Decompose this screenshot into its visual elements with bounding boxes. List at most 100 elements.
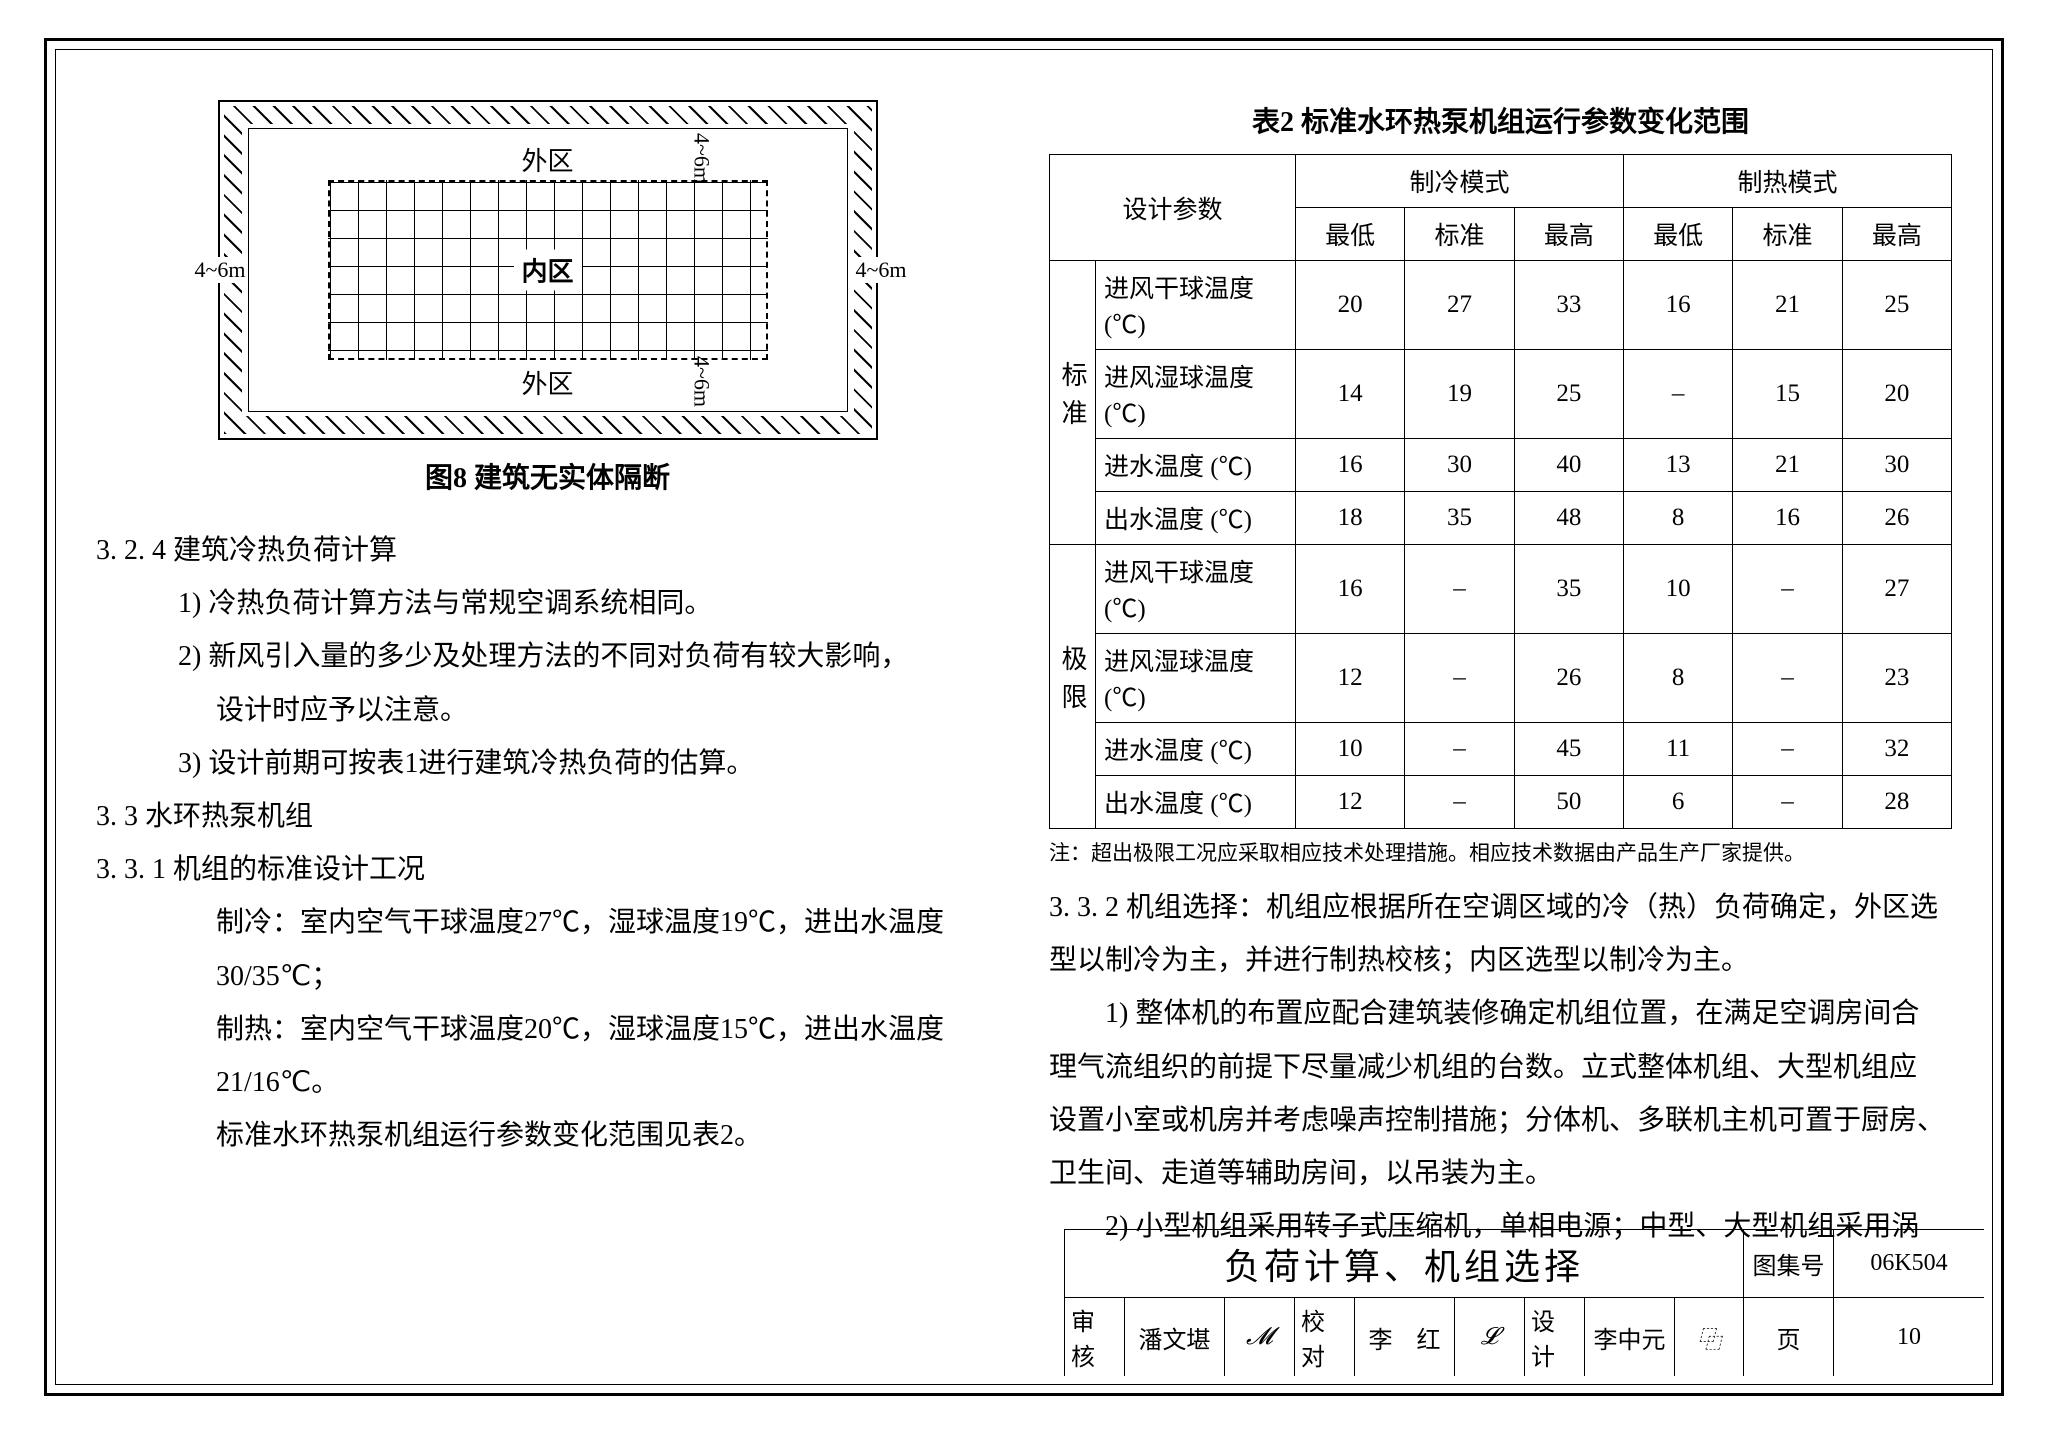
- design-label: 设计: [1525, 1298, 1585, 1376]
- sec-3-3-1: 3. 3. 1 机组的标准设计工况: [96, 843, 999, 896]
- cell: 21: [1733, 439, 1842, 492]
- table-row: 出水温度 (℃) 18 35 48 8 16 26: [1050, 492, 1952, 545]
- sec-3-3-2-1a: 1) 整体机的布置应配合建筑装修确定机组位置，在满足空调房间合: [1049, 987, 1952, 1040]
- table2: 设计参数 制冷模式 制热模式 最低 标准 最高 最低 标准 最高: [1049, 154, 1952, 829]
- cell: 28: [1842, 776, 1951, 829]
- page-label: 页: [1744, 1298, 1834, 1376]
- th-heat-std: 标准: [1733, 208, 1842, 261]
- th-cold-min: 最低: [1296, 208, 1405, 261]
- page: 外区 外区 4~6m 4~6m 4~6m 4~6m 内区 图8 建: [0, 0, 2048, 1440]
- cell: 33: [1514, 261, 1623, 350]
- row-label: 出水温度 (℃): [1096, 776, 1296, 829]
- cell: 45: [1514, 723, 1623, 776]
- cell: 21: [1733, 261, 1842, 350]
- cell: 12: [1296, 634, 1405, 723]
- dim-top: 4~6m: [687, 133, 717, 184]
- review-sign: 𝓜: [1225, 1298, 1295, 1376]
- cell: 15: [1733, 350, 1842, 439]
- group-std: 标准: [1050, 261, 1096, 545]
- outer-zone-label-top: 外区: [521, 141, 573, 178]
- outer-zone-label-bottom: 外区: [521, 364, 573, 401]
- th-cold-std: 标准: [1405, 208, 1514, 261]
- page-number: 10: [1834, 1298, 1984, 1376]
- left-column: 外区 外区 4~6m 4~6m 4~6m 4~6m 内区 图8 建: [96, 90, 999, 1264]
- cell: –: [1733, 776, 1842, 829]
- table-row: 极限 进风干球温度 (℃) 16 – 35 10 – 27: [1050, 545, 1952, 634]
- cell: 23: [1842, 634, 1951, 723]
- row-label: 进水温度 (℃): [1096, 439, 1296, 492]
- cell: 8: [1623, 492, 1732, 545]
- table-row: 进风湿球温度 (℃) 14 19 25 – 15 20: [1050, 350, 1952, 439]
- table-row: 出水温度 (℃) 12 – 50 6 – 28: [1050, 776, 1952, 829]
- design-sign: ⿻: [1675, 1298, 1744, 1376]
- row-label: 进水温度 (℃): [1096, 723, 1296, 776]
- th-heat-min: 最低: [1623, 208, 1732, 261]
- cell: –: [1405, 776, 1514, 829]
- cell: 25: [1514, 350, 1623, 439]
- inner-zone-label: 内区: [513, 250, 581, 291]
- sec-3-3-2-b: 型以制冷为主，并进行制热校核；内区选型以制冷为主。: [1049, 934, 1952, 987]
- cell: 12: [1296, 776, 1405, 829]
- row-label: 进风湿球温度 (℃): [1096, 350, 1296, 439]
- cell: –: [1733, 634, 1842, 723]
- cell: 14: [1296, 350, 1405, 439]
- dim-bottom: 4~6m: [687, 356, 717, 407]
- cell: –: [1405, 723, 1514, 776]
- cell: 30: [1405, 439, 1514, 492]
- table2-header-row1: 设计参数 制冷模式 制热模式: [1050, 155, 1952, 208]
- table-row: 进水温度 (℃) 16 30 40 13 21 30: [1050, 439, 1952, 492]
- cell: 48: [1514, 492, 1623, 545]
- sec-3-2-4-item1: 1) 冷热负荷计算方法与常规空调系统相同。: [96, 577, 999, 630]
- figno-label: 图集号: [1744, 1230, 1834, 1298]
- cell: 10: [1296, 723, 1405, 776]
- check-sign: 𝓛: [1455, 1298, 1525, 1376]
- cell: 40: [1514, 439, 1623, 492]
- th-param: 设计参数: [1050, 155, 1296, 261]
- table-row: 标准 进风干球温度 (℃) 20 27 33 16 21 25: [1050, 261, 1952, 350]
- drawing-title: 负荷计算、机组选择: [1065, 1230, 1744, 1298]
- design-name: 李中元: [1585, 1298, 1675, 1376]
- cell: 20: [1842, 350, 1951, 439]
- th-heat-max: 最高: [1842, 208, 1951, 261]
- cell: 27: [1842, 545, 1951, 634]
- cell: –: [1733, 723, 1842, 776]
- right-column: 表2 标准水环热泵机组运行参数变化范围 设计参数 制冷模式 制热模式 最低 标准…: [1049, 90, 1952, 1264]
- table-row: 进风湿球温度 (℃) 12 – 26 8 – 23: [1050, 634, 1952, 723]
- row-label: 进风湿球温度 (℃): [1096, 634, 1296, 723]
- sec-3-3-1-cold-a: 制冷：室内空气干球温度27℃，湿球温度19℃，进出水温度: [96, 896, 999, 949]
- row-label: 进风干球温度 (℃): [1096, 545, 1296, 634]
- cell: –: [1733, 545, 1842, 634]
- sec-3-3-1-cold-b: 30/35℃；: [96, 950, 999, 1003]
- cell: 11: [1623, 723, 1732, 776]
- dim-left: 4~6m: [193, 257, 248, 283]
- table-row: 进水温度 (℃) 10 – 45 11 – 32: [1050, 723, 1952, 776]
- cell: 30: [1842, 439, 1951, 492]
- outer-frame: 外区 外区 4~6m 4~6m 4~6m 4~6m 内区 图8 建: [44, 38, 2004, 1396]
- cell: 10: [1623, 545, 1732, 634]
- review-label: 审核: [1065, 1298, 1125, 1376]
- cell: 16: [1296, 439, 1405, 492]
- cell: 8: [1623, 634, 1732, 723]
- cell: 35: [1514, 545, 1623, 634]
- table2-note: 注：超出极限工况应采取相应技术处理措施。相应技术数据由产品生产厂家提供。: [1049, 837, 1952, 867]
- group-lim: 极限: [1050, 545, 1096, 829]
- cell: –: [1405, 545, 1514, 634]
- cell: 19: [1405, 350, 1514, 439]
- cell: –: [1405, 634, 1514, 723]
- sec-3-2-4-item3: 3) 设计前期可按表1进行建筑冷热负荷的估算。: [96, 737, 999, 790]
- th-cold: 制冷模式: [1296, 155, 1624, 208]
- cell: 16: [1296, 545, 1405, 634]
- cell: 16: [1733, 492, 1842, 545]
- cell: 25: [1842, 261, 1951, 350]
- sec-3-2-4: 3. 2. 4 建筑冷热负荷计算: [96, 524, 999, 577]
- content-columns: 外区 外区 4~6m 4~6m 4~6m 4~6m 内区 图8 建: [56, 50, 1992, 1264]
- review-name: 潘文堪: [1125, 1298, 1225, 1376]
- sec-3-3-1-heat-b: 21/16℃。: [96, 1056, 999, 1109]
- cell: 26: [1842, 492, 1951, 545]
- figure8: 外区 外区 4~6m 4~6m 4~6m 4~6m 内区 图8 建: [96, 100, 999, 496]
- sec-3-3-2-1d: 卫生间、走道等辅助房间，以吊装为主。: [1049, 1147, 1952, 1200]
- sec-3-3-1-heat-a: 制热：室内空气干球温度20℃，湿球温度15℃，进出水温度: [96, 1003, 999, 1056]
- th-cold-max: 最高: [1514, 208, 1623, 261]
- sec-3-3-2-a: 3. 3. 2 机组选择：机组应根据所在空调区域的冷（热）负荷确定，外区选: [1049, 881, 1952, 934]
- cell: –: [1623, 350, 1732, 439]
